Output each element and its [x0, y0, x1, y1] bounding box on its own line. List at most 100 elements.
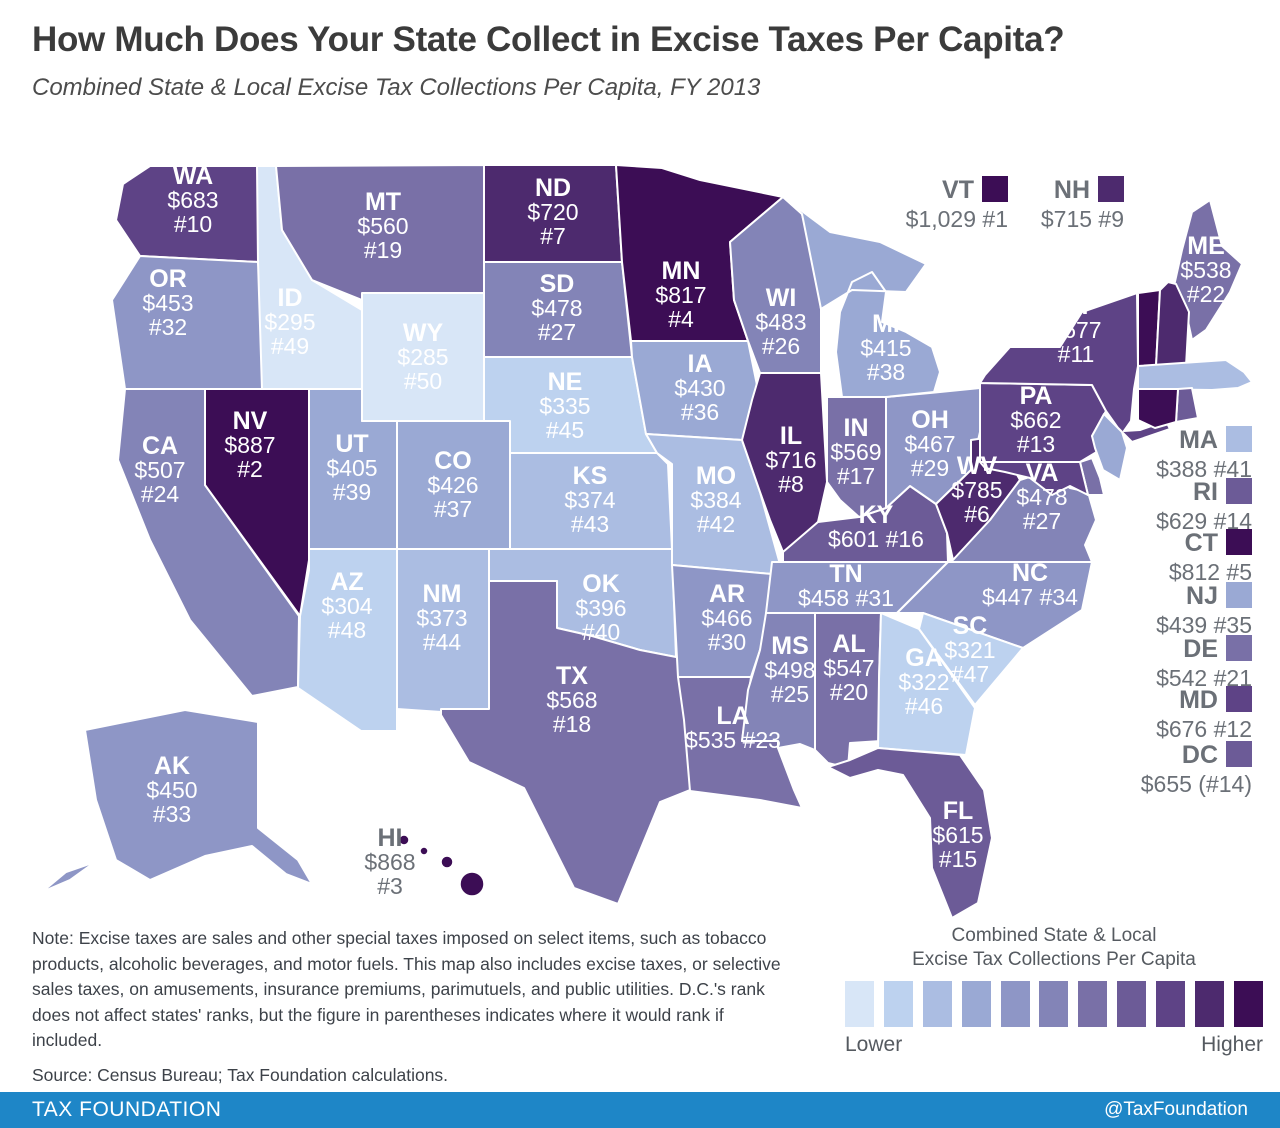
state-label-WY: #50: [404, 368, 442, 394]
footer-bar: TAX FOUNDATION @TaxFoundation: [0, 1092, 1280, 1128]
state-label-NY: #11: [1058, 341, 1095, 367]
state-label-WY: $285: [397, 344, 448, 370]
state-label-WA: $683: [167, 187, 218, 213]
callout-abbr: VT: [942, 176, 974, 204]
state-label-IL: #8: [778, 471, 804, 497]
state-label-ND: #7: [540, 223, 566, 249]
state-label-FL: $615: [932, 822, 983, 848]
state-label-MT: #19: [364, 237, 402, 263]
state-label-IL: $716: [765, 447, 816, 473]
state-label-ND: $720: [527, 199, 578, 225]
state-label-CA: #24: [141, 481, 180, 507]
state-label-CO: $426: [427, 472, 478, 498]
state-label-MT: $560: [357, 213, 408, 239]
state-label-WV: #6: [964, 501, 990, 527]
side-value: $439 #35: [1156, 612, 1252, 638]
state-label-OK: OK: [582, 570, 620, 598]
state-label-WV: $785: [951, 477, 1002, 503]
footer-twitter-handle[interactable]: @TaxFoundation: [1104, 1099, 1248, 1120]
side-entry-CT: CT $812 #5: [1169, 529, 1252, 586]
state-label-OH: $467: [904, 431, 955, 457]
state-label-OK: $396: [575, 595, 626, 621]
side-entry-NJ: NJ $439 #35: [1156, 582, 1252, 639]
side-entry-DC: DC $655 (#14): [1141, 741, 1252, 798]
state-MI: [782, 196, 941, 398]
legend-title: Combined State & Local Excise Tax Collec…: [912, 925, 1196, 970]
state-label-WI: WI: [766, 284, 797, 312]
state-label-AZ: $304: [321, 593, 372, 619]
state-HI-island: [398, 834, 410, 846]
state-label-ID: ID: [278, 284, 303, 312]
state-label-AR: $466: [701, 605, 752, 631]
state-label-AK: AK: [154, 752, 190, 780]
side-swatch: [1226, 478, 1252, 504]
state-label-ID: #49: [271, 333, 309, 359]
state-HI-island: [419, 846, 429, 856]
state-label-SC: SC: [953, 612, 988, 640]
state-label-CA: CA: [142, 432, 178, 460]
legend-swatch-7: [1078, 981, 1108, 1027]
side-value: $812 #5: [1168, 559, 1252, 585]
footer-brand: TAX FOUNDATION: [32, 1098, 222, 1121]
footnotes: Note: Excise taxes are sales and other s…: [32, 926, 790, 1086]
state-label-HI: #3: [377, 873, 403, 899]
state-label-SD: #27: [538, 319, 576, 345]
state-label-NM: NM: [423, 580, 462, 608]
state-FL: [827, 747, 993, 919]
callout-value: $1,029 #1: [905, 206, 1008, 232]
side-swatch: [1226, 426, 1252, 452]
legend-swatch-11: [1233, 981, 1263, 1027]
state-HI-island: [459, 871, 485, 897]
state-label-MS: #25: [771, 681, 809, 707]
state-label-WY: WY: [403, 319, 444, 347]
state-label-KS: $374: [564, 487, 615, 513]
state-label-IN: $569: [830, 439, 881, 465]
state-label-WI: $483: [755, 309, 806, 335]
state-label-OH: #29: [911, 455, 949, 481]
side-value: $388 #41: [1156, 456, 1252, 482]
state-label-NY: NY: [1059, 292, 1094, 320]
state-label-OR: #32: [149, 314, 187, 340]
state-label-NM: #44: [423, 629, 462, 655]
legend-swatches: [845, 981, 1263, 1027]
state-label-CO: #37: [434, 496, 472, 522]
state-label-NE: #45: [546, 417, 584, 443]
state-SC: [918, 612, 1024, 706]
state-label-NE: NE: [548, 368, 583, 396]
callout-NH: NH $715 #9: [1041, 176, 1124, 233]
state-label-IN: IN: [844, 414, 869, 442]
state-label-VA: VA: [1026, 459, 1059, 487]
side-entry-MD: MD $676 #12: [1156, 686, 1252, 743]
header: How Much Does Your State Collect in Exci…: [32, 20, 1248, 102]
state-label-TN: $458 #31: [798, 585, 894, 611]
side-value: $676 #12: [1156, 716, 1252, 742]
state-label-UT: UT: [335, 430, 368, 458]
state-label-MN: MN: [662, 257, 701, 285]
state-label-KS: KS: [573, 462, 608, 490]
state-label-GA: $322: [898, 669, 949, 695]
legend-higher-label: Higher: [1201, 1033, 1263, 1056]
state-label-CA: $507: [134, 457, 185, 483]
page-subtitle: Combined State & Local Excise Tax Collec…: [32, 74, 761, 101]
state-label-KY: $601 #16: [828, 526, 924, 552]
side-swatch: [1226, 741, 1252, 767]
state-label-LA: LA: [716, 702, 749, 730]
state-label-VA: $478: [1016, 484, 1067, 510]
state-label-OH: OH: [911, 406, 949, 434]
state-label-NM: $373: [416, 605, 467, 631]
state-label-MI: MI: [872, 310, 900, 338]
state-label-NV: $887: [224, 432, 275, 458]
legend-swatch-3: [922, 981, 952, 1027]
state-label-WI: #26: [762, 333, 800, 359]
state-ME: [1173, 199, 1243, 341]
state-label-MN: $817: [655, 282, 706, 308]
state-label-CO: CO: [434, 447, 472, 475]
legend-swatch-1: [845, 981, 874, 1027]
state-label-IA: $430: [674, 375, 725, 401]
state-label-WA: WA: [173, 162, 213, 190]
legend-swatch-2: [883, 981, 913, 1027]
state-label-OK: #40: [582, 619, 620, 645]
state-label-GA: #46: [905, 693, 943, 719]
state-label-MO: #42: [697, 511, 735, 537]
side-abbr: DC: [1181, 741, 1218, 769]
